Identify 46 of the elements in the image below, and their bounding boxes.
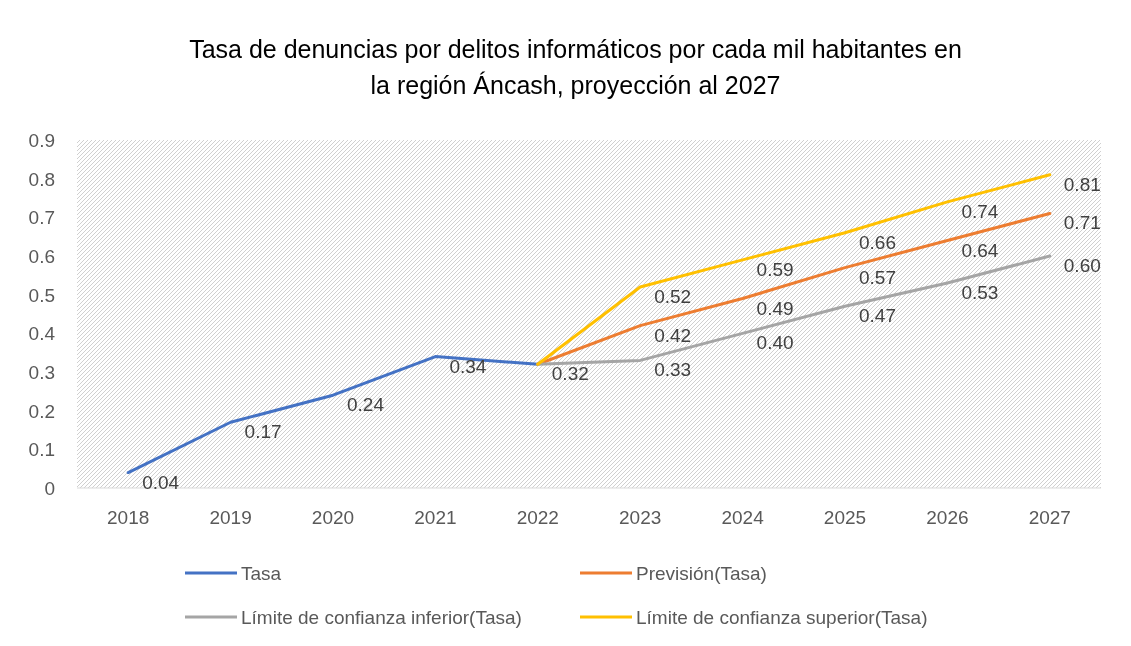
data-label: 0.59 [756, 258, 794, 280]
data-label: 0.49 [756, 297, 794, 319]
data-label: 0.81 [1063, 173, 1101, 195]
x-tick-label: 2022 [516, 507, 559, 528]
data-label: 0.40 [756, 332, 794, 354]
data-label: 0.04 [142, 471, 180, 493]
x-tick-label: 2025 [823, 507, 867, 528]
data-label: 0.57 [859, 266, 896, 288]
x-tick-label: 2021 [414, 507, 457, 528]
data-label: 0.33 [654, 359, 692, 381]
data-label: 0.42 [654, 324, 692, 346]
y-tick-label: 0.1 [28, 439, 55, 461]
data-label: 0.24 [347, 394, 385, 416]
data-label: 0.34 [449, 355, 487, 377]
legend-label: Límite de confianza superior(Tasa) [636, 607, 928, 628]
y-tick-label: 0.5 [28, 284, 55, 306]
data-label: 0.53 [961, 282, 999, 304]
x-tick-label: 2026 [926, 507, 969, 528]
x-tick-label: 2024 [721, 507, 765, 528]
y-tick-label: 0.9 [28, 130, 55, 151]
data-label: 0.52 [654, 285, 692, 307]
y-tick-label: 0 [44, 478, 55, 499]
y-tick-label: 0.2 [28, 400, 55, 422]
legend-label: Previsión(Tasa) [636, 563, 767, 584]
legend-label: Límite de confianza inferior(Tasa) [241, 607, 522, 628]
line-series [126, 355, 540, 475]
data-label: 0.71 [1063, 212, 1101, 234]
data-label: 0.17 [244, 421, 282, 443]
x-tick-label: 2020 [311, 507, 355, 528]
x-tick-label: 2027 [1028, 507, 1071, 528]
data-label: 0.64 [961, 239, 999, 261]
y-tick-label: 0.3 [28, 362, 55, 383]
data-label: 0.66 [859, 231, 896, 253]
y-tick-label: 0.6 [28, 246, 55, 267]
y-tick-label: 0.4 [28, 323, 56, 345]
y-tick-label: 0.7 [28, 207, 55, 229]
x-tick-label: 2019 [209, 507, 252, 528]
x-tick-label: 2023 [619, 507, 662, 528]
data-label: 0.47 [859, 305, 896, 327]
data-label: 0.74 [961, 200, 999, 222]
data-label: 0.60 [1063, 255, 1101, 276]
x-tick-label: 2018 [107, 507, 150, 528]
data-label: 0.32 [551, 363, 589, 385]
chart-title: Tasa de denuncias por delitos informáticos por cada mil habitantes en la región Áncash, proyección al 2027 [189, 35, 962, 99]
y-tick-label: 0.8 [28, 168, 55, 190]
legend-label: Tasa [241, 563, 282, 584]
